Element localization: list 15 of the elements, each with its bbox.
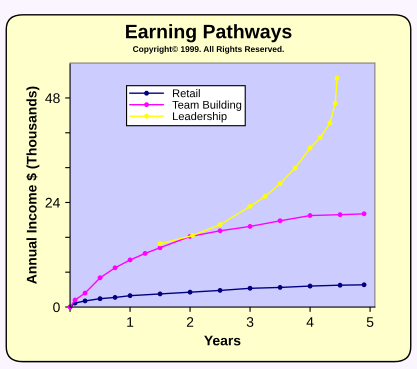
chart-title: Earning Pathways bbox=[126, 24, 292, 42]
text: Copyright© 1999. All Rights Reserved. bbox=[132, 46, 284, 54]
legend-label: Team Building bbox=[172, 100, 242, 111]
x-tick-label: 4 bbox=[306, 317, 314, 327]
x-tick-label: 3 bbox=[246, 317, 254, 327]
y-tick-label: 0 bbox=[53, 302, 60, 312]
legend-label: Leadership bbox=[173, 112, 227, 122]
y-tick-label: 48 bbox=[45, 93, 60, 104]
y-tick-label: 24 bbox=[46, 198, 60, 208]
x-axis-title: Years bbox=[204, 336, 240, 346]
legend-label: Retail bbox=[173, 89, 200, 98]
x-tick-label: 5 bbox=[366, 317, 374, 327]
x-tick-label: 2 bbox=[186, 317, 194, 327]
y-axis-title: Annual Income $ (Thousands) bbox=[26, 86, 40, 284]
x-tick-label: 1 bbox=[127, 317, 134, 327]
